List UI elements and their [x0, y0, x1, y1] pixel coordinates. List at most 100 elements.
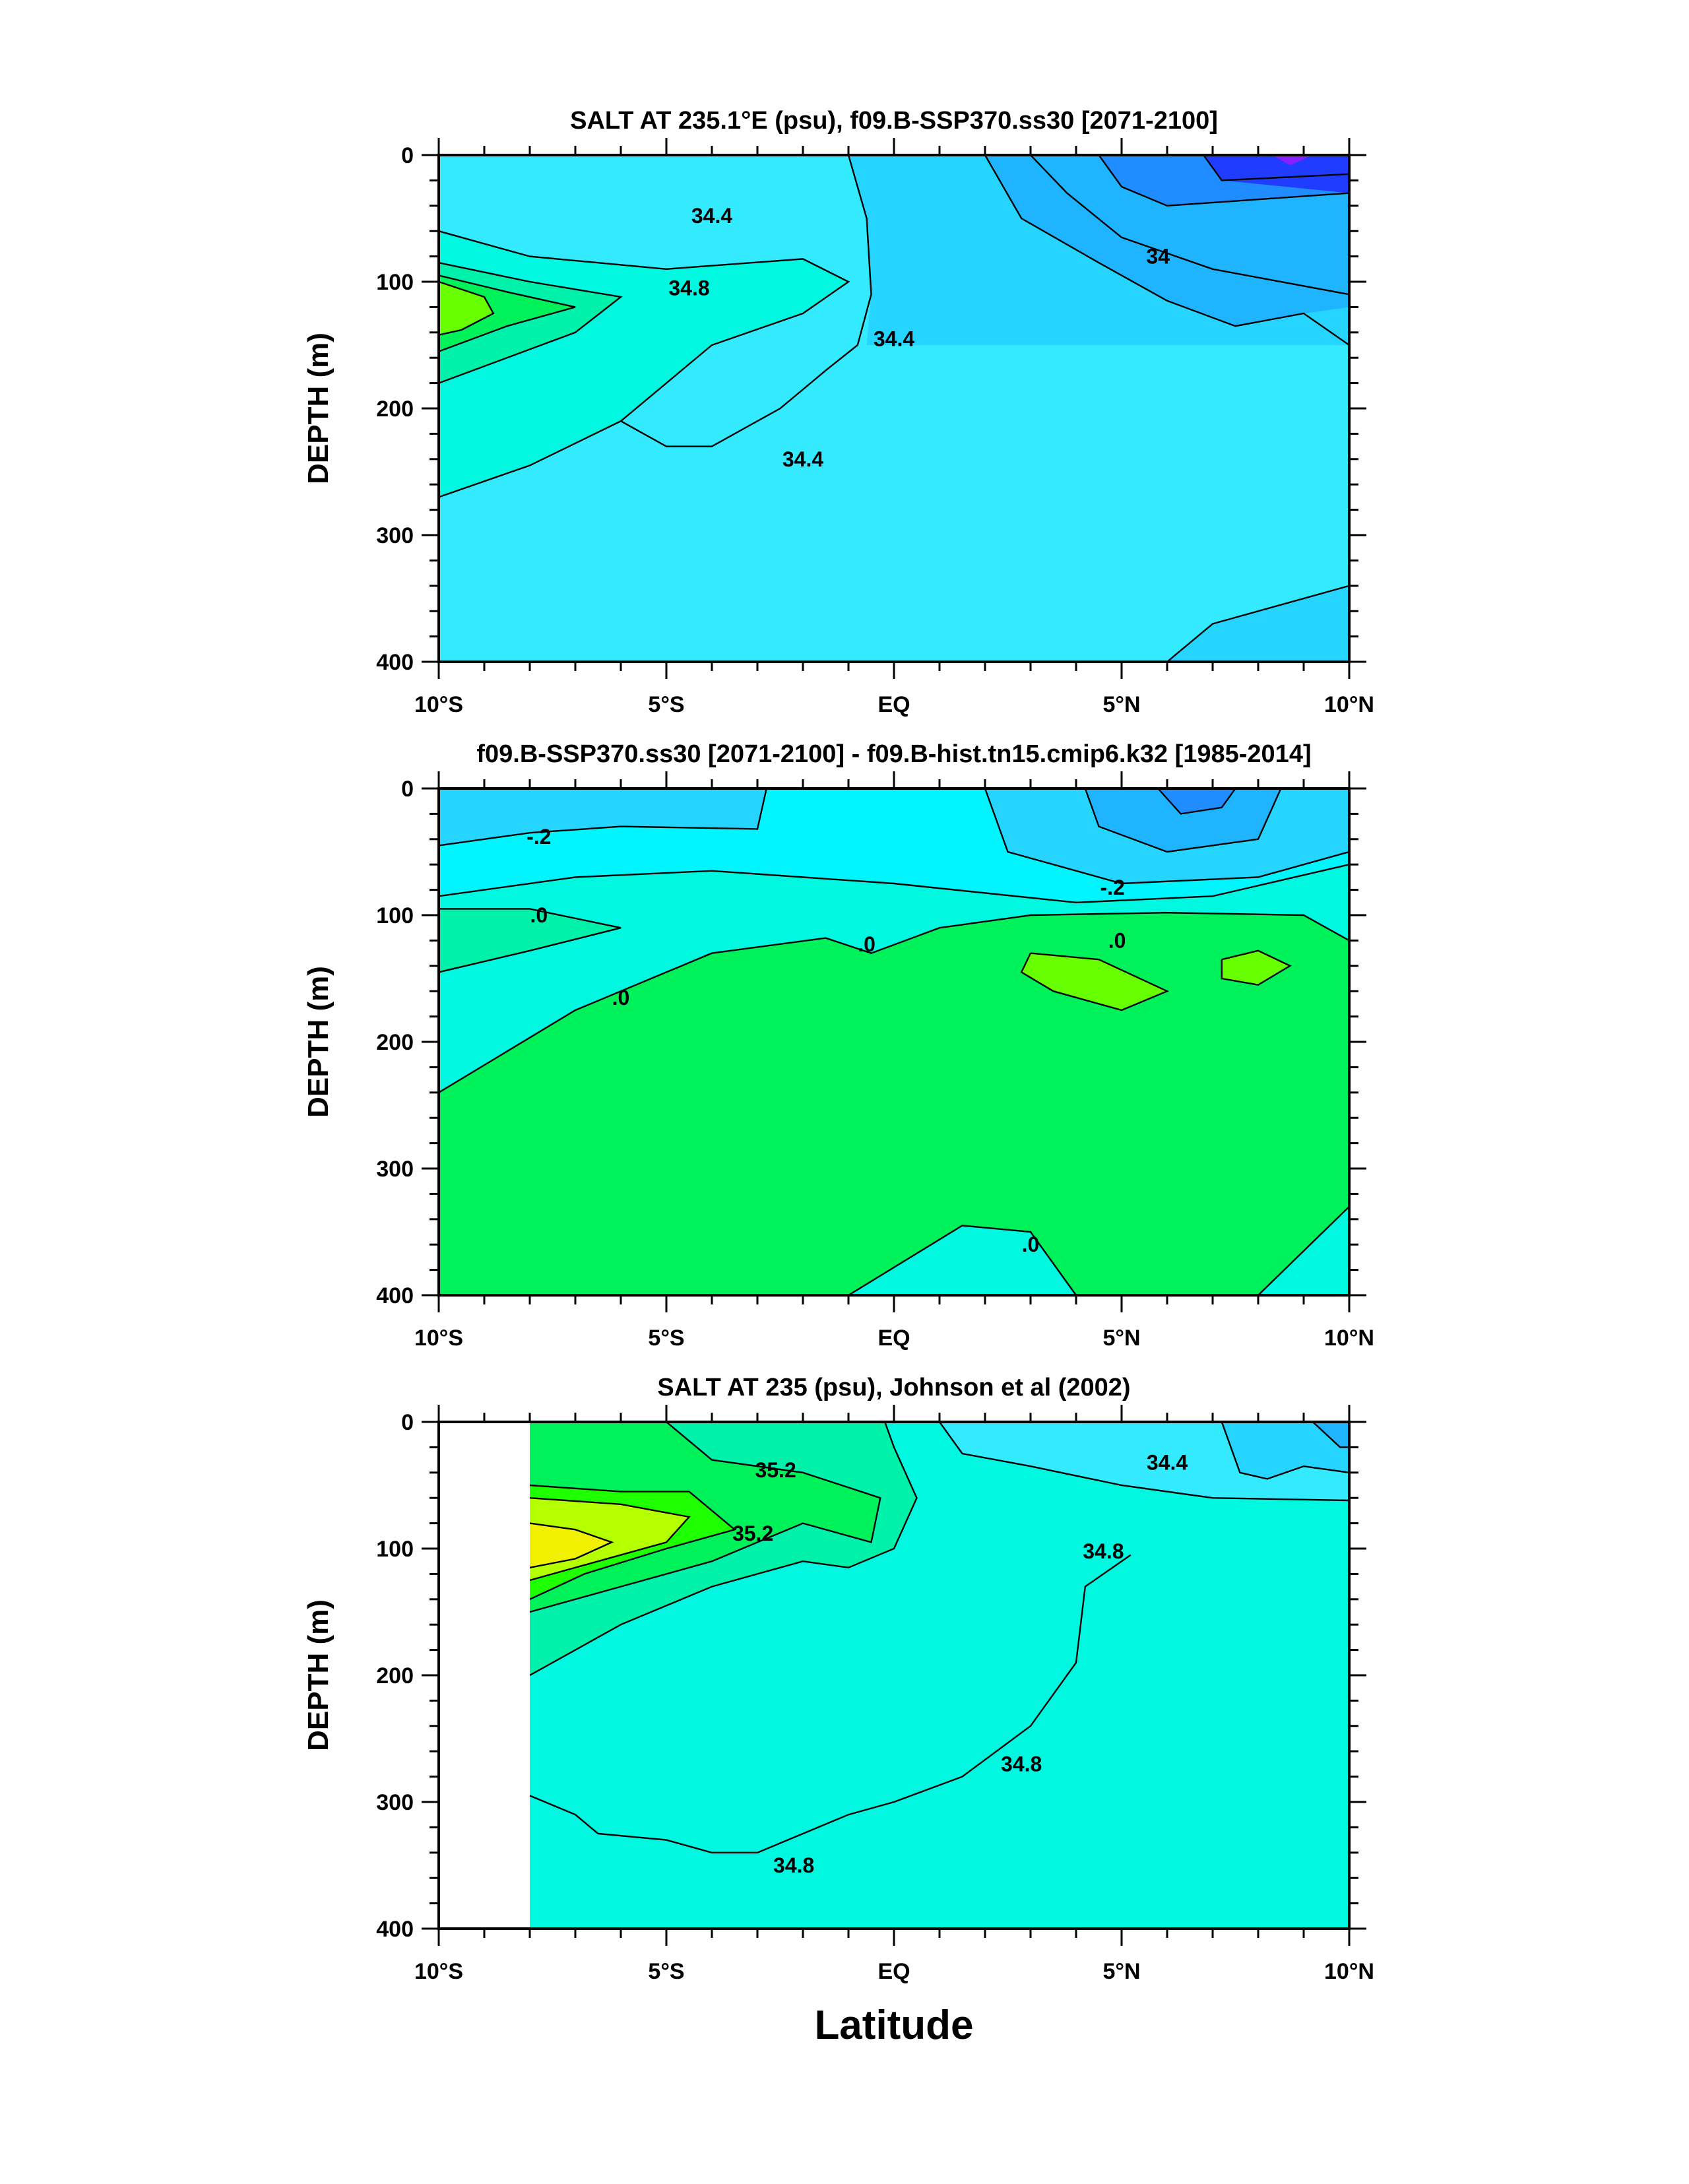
contour-line [439, 911, 1349, 1093]
contour-line [439, 262, 623, 384]
contour-label: 34.4 [782, 447, 823, 471]
contour-line [1030, 155, 1349, 296]
contour-fill-region [1271, 155, 1313, 166]
contour-fill-region [439, 282, 494, 335]
y-tick-label: 400 [376, 650, 414, 675]
contour-label: 35.2 [755, 1458, 796, 1482]
y-tick-label: 300 [376, 1790, 414, 1815]
contour-label: -.2 [1100, 876, 1125, 899]
contour-label: 34.4 [874, 327, 914, 350]
contour-fill-region [848, 1225, 1076, 1295]
contour-fill-region [1158, 788, 1236, 814]
x-tick-label: EQ [877, 1326, 910, 1351]
panel-title: f09.B-SSP370.ss30 [2071-2100] - f09.B-hi… [476, 740, 1311, 768]
contour-fill-region [439, 788, 767, 846]
contour-label: 34 [1146, 245, 1170, 269]
contour-line [439, 274, 576, 352]
contour-label: 34.4 [1147, 1450, 1188, 1474]
y-tick-label: 200 [376, 397, 414, 422]
contour-line [1221, 949, 1292, 986]
y-tick-label: 400 [376, 1283, 414, 1308]
contour-label: 34.8 [1083, 1539, 1124, 1563]
contour-line [1258, 1205, 1349, 1295]
panel-salt-observed: 35.235.234.434.834.834.8010020030040010°… [302, 1374, 1374, 1984]
contour-line [530, 1522, 614, 1568]
y-tick-label: 0 [401, 1410, 414, 1435]
contour-line [1221, 1422, 1349, 1480]
contour-label: .0 [530, 903, 548, 927]
contour-fill-region [1203, 155, 1349, 193]
contour-line [620, 155, 872, 447]
x-tick-label: 5°S [648, 1326, 684, 1351]
y-axis-label: DEPTH (m) [302, 1599, 335, 1751]
contour-fill-region [439, 909, 621, 973]
y-axis-label: DEPTH (m) [302, 333, 335, 484]
contour-fill-region [1085, 788, 1281, 852]
contour-line [530, 1422, 918, 1677]
contour-line [439, 788, 767, 847]
x-tick-label: 5°S [648, 692, 684, 717]
contour-line [1020, 952, 1169, 1012]
contour-label: .0 [858, 932, 876, 956]
y-axis-label: DEPTH (m) [302, 966, 335, 1118]
contour-line [439, 908, 621, 973]
contour-line [1166, 585, 1349, 662]
contour-line [848, 1225, 1077, 1295]
x-axis-title: Latitude [814, 2003, 973, 2048]
y-tick-label: 100 [376, 270, 414, 295]
contour-line [939, 1422, 1349, 1502]
contour-label: .0 [612, 986, 630, 1010]
plot-body: -.2 -.2 .0 .0 .0 .0 .0 [439, 788, 1349, 1295]
contour-label: 35.2 [732, 1522, 773, 1545]
contour-label: 34.4 [691, 204, 732, 228]
contour-fill-region [1312, 1422, 1349, 1448]
contour-line [984, 155, 1349, 346]
contour-label: 34.8 [668, 276, 709, 300]
contour-line [1203, 155, 1349, 181]
contour-line [530, 1484, 737, 1600]
x-tick-label: 10°S [414, 1326, 463, 1351]
y-tick-label: 200 [376, 1030, 414, 1055]
contour-line [1084, 788, 1282, 853]
x-tick-label: 10°N [1324, 692, 1374, 717]
contour-label: 34.8 [1001, 1752, 1042, 1776]
contour-label: .0 [1022, 1233, 1040, 1256]
y-tick-label: 300 [376, 1157, 414, 1182]
contour-fill-region [1021, 953, 1167, 1010]
contour-line [984, 788, 1349, 885]
x-tick-label: 10°S [414, 692, 463, 717]
x-tick-label: EQ [877, 1959, 910, 1984]
contour-label: 34.8 [773, 1853, 814, 1877]
contour-fill-region [1221, 1422, 1349, 1479]
contour-line [1098, 155, 1349, 207]
y-tick-label: 400 [376, 1917, 414, 1942]
y-tick-label: 0 [401, 143, 414, 168]
contour-line [530, 1554, 1131, 1854]
y-tick-label: 100 [376, 1537, 414, 1562]
x-tick-label: EQ [877, 692, 910, 717]
panel-title: SALT AT 235 (psu), Johnson et al (2002) [657, 1374, 1130, 1401]
plot-body: 34.4 34.8 34.4 34.4 34 [439, 155, 1349, 662]
contour-line [439, 280, 495, 336]
y-tick-label: 300 [376, 523, 414, 548]
x-tick-label: 10°N [1324, 1959, 1374, 1984]
panel-title: SALT AT 235.1°E (psu), f09.B-SSP370.ss30… [570, 107, 1218, 135]
contour-line [530, 1497, 691, 1582]
y-tick-label: 0 [401, 777, 414, 802]
x-tick-label: 5°N [1102, 1959, 1140, 1984]
contour-line [439, 864, 1349, 904]
x-tick-label: 5°N [1102, 1326, 1140, 1351]
contour-fill-region [530, 1523, 612, 1568]
contour-label: -.2 [526, 825, 551, 849]
contour-line [439, 230, 850, 498]
contour-line [530, 1422, 881, 1613]
y-tick-label: 100 [376, 903, 414, 928]
x-tick-label: 10°S [414, 1959, 463, 1984]
x-tick-label: 10°N [1324, 1326, 1374, 1351]
y-tick-label: 200 [376, 1663, 414, 1688]
contour-line [1312, 1422, 1349, 1448]
contour-label: .0 [1108, 928, 1126, 952]
